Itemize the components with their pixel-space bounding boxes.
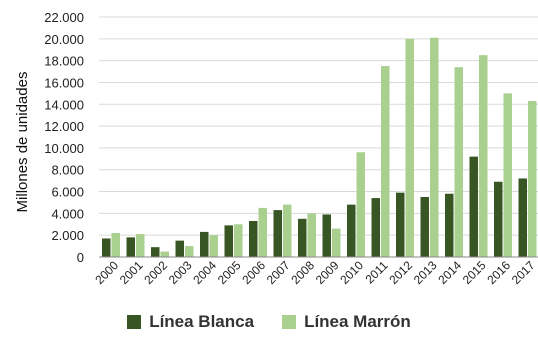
bar-linea-marron-2010 [356, 152, 365, 257]
y-tick-label: 18.000 [44, 54, 84, 69]
bar-linea-blanca-2011 [371, 198, 380, 257]
bar-linea-blanca-2002 [151, 247, 160, 257]
x-tick-label: 2013 [411, 258, 440, 287]
y-tick-label: 12.000 [44, 119, 84, 134]
bar-linea-marron-2014 [454, 67, 463, 257]
bar-linea-marron-2000 [111, 233, 120, 257]
bar-linea-marron-2008 [307, 213, 316, 257]
bar-linea-marron-2009 [332, 228, 341, 257]
x-tick-label: 2017 [509, 258, 538, 287]
bar-linea-marron-2017 [528, 101, 537, 257]
bar-linea-marron-2015 [479, 55, 488, 257]
legend-label-linea-marron: Línea Marrón [304, 312, 411, 331]
y-tick-label: 0 [77, 250, 84, 265]
legend: Línea Blanca Línea Marrón [0, 312, 538, 332]
x-tick-label: 2014 [435, 258, 464, 287]
x-tick-label: 2002 [141, 258, 170, 287]
bar-linea-blanca-2010 [347, 204, 356, 257]
legend-item-linea-blanca: Línea Blanca [127, 312, 254, 332]
x-tick-label: 2016 [484, 258, 513, 287]
bar-linea-marron-2016 [503, 93, 512, 257]
bar-linea-blanca-2004 [200, 231, 209, 257]
x-tick-label: 2006 [239, 258, 268, 287]
bar-linea-blanca-2007 [273, 210, 282, 257]
y-tick-label: 20.000 [44, 32, 84, 47]
x-tick-label: 2007 [264, 258, 293, 287]
bars [102, 37, 537, 258]
x-tick-label: 2003 [166, 258, 195, 287]
x-tick-label: 2010 [337, 258, 366, 287]
y-tick-label: 4.000 [51, 206, 84, 221]
bar-linea-blanca-2013 [420, 197, 429, 257]
y-tick-label: 8.000 [51, 163, 84, 178]
grid-lines [99, 16, 538, 258]
bar-linea-blanca-2001 [126, 237, 135, 257]
bar-linea-blanca-2005 [224, 225, 233, 257]
bar-linea-marron-2003 [185, 246, 194, 257]
bar-linea-blanca-2015 [469, 156, 478, 257]
y-tick-label: 6.000 [51, 185, 84, 200]
legend-label-linea-blanca: Línea Blanca [149, 312, 255, 331]
bar-linea-blanca-2017 [518, 178, 527, 257]
bar-linea-marron-2013 [430, 37, 439, 258]
y-tick-label: 2.000 [51, 228, 84, 243]
bar-linea-blanca-2009 [322, 214, 331, 257]
bar-linea-blanca-2003 [175, 240, 184, 257]
legend-swatch-linea-marron [282, 315, 297, 329]
legend-swatch-linea-blanca [127, 315, 142, 329]
y-tick-label: 10.000 [44, 141, 84, 156]
bar-linea-marron-2002 [160, 251, 169, 257]
x-tick-label: 2008 [288, 258, 317, 287]
bar-linea-blanca-2016 [494, 181, 503, 257]
bar-linea-marron-2011 [381, 66, 390, 257]
x-axis-ticks: 2000200120022003200420052006200720082009… [92, 258, 538, 287]
bar-linea-blanca-2008 [298, 218, 307, 257]
bar-linea-marron-2006 [258, 207, 267, 257]
bar-linea-marron-2005 [234, 224, 243, 257]
x-tick-label: 2015 [460, 258, 489, 287]
bar-linea-blanca-2006 [249, 221, 258, 257]
y-tick-label: 14.000 [44, 97, 84, 112]
x-tick-label: 2000 [92, 258, 121, 287]
y-tick-label: 16.000 [44, 75, 84, 90]
x-tick-label: 2005 [215, 258, 244, 287]
y-axis-ticks: 0 2.000 4.000 6.000 8.000 10.000 12.000 14.000 1… [44, 10, 84, 265]
bar-linea-blanca-2000 [102, 238, 111, 257]
x-tick-label: 2009 [313, 258, 342, 287]
legend-item-linea-marron: Línea Marrón [282, 312, 411, 332]
bar-linea-marron-2007 [283, 204, 292, 257]
bar-linea-marron-2004 [209, 235, 218, 257]
bar-linea-marron-2001 [136, 234, 145, 257]
x-tick-label: 2004 [190, 258, 219, 287]
bar-linea-marron-2012 [405, 38, 414, 258]
x-tick-label: 2001 [117, 258, 146, 287]
y-tick-label: 22.000 [44, 10, 84, 25]
y-axis-title: Millones de unidades [14, 72, 31, 213]
x-tick-label: 2011 [362, 258, 390, 286]
bar-linea-blanca-2012 [396, 192, 405, 257]
x-tick-label: 2012 [386, 258, 415, 287]
bar-linea-blanca-2014 [445, 193, 454, 257]
